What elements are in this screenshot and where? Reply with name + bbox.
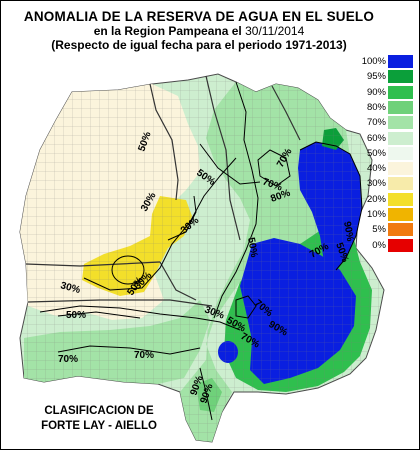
legend-swatch	[388, 116, 413, 130]
legend-label: 40%	[366, 163, 386, 175]
credit-line-1: CLASIFICACION DE	[44, 405, 154, 417]
legend-label: 30%	[366, 178, 386, 190]
legend-swatch	[388, 192, 413, 206]
subtitle-prefix: en la Region Pampeana el	[93, 24, 242, 38]
legend-swatch	[388, 70, 413, 84]
legend-swatch	[388, 208, 413, 221]
legend-swatch	[388, 238, 413, 252]
legend-label: 0%	[372, 239, 386, 251]
contour-label: 70%	[134, 350, 154, 361]
legend-swatch	[388, 223, 413, 237]
legend-label: 50%	[366, 147, 386, 159]
legend-swatch	[388, 85, 413, 99]
map-subtitle: en la Region Pampeana el 30/11/2014	[0, 24, 398, 38]
legend-label: 10%	[366, 209, 386, 220]
contour-label: 70%	[58, 354, 78, 365]
map-date: 30/11/2014	[245, 24, 305, 38]
contour-lines	[39, 81, 363, 421]
contour-label: 50%	[245, 237, 259, 259]
legend-label: 5%	[372, 224, 386, 236]
legend-label: 100%	[361, 56, 386, 67]
map-title: ANOMALIA DE LA RESERVA DE AGUA EN EL SUE…	[23, 9, 375, 24]
legend-swatch	[388, 131, 413, 145]
legend-label: 70%	[366, 117, 386, 129]
contour-label: 90%	[341, 221, 355, 243]
legend-label: 80%	[366, 101, 386, 113]
credit-line-2: FORTE LAY - AIELLO	[41, 420, 157, 432]
legend-label: 95%	[366, 71, 386, 83]
legend-swatch	[388, 162, 413, 176]
map-reference-period: (Respecto de igual fecha para el periodo…	[51, 38, 347, 52]
contour-label: 30%	[59, 280, 81, 296]
legend-swatch	[388, 100, 413, 114]
legend-swatch	[388, 146, 413, 160]
province-borders	[25, 75, 301, 307]
classification-credit: CLASIFICACION DE FORTE LAY - AIELLO	[28, 404, 170, 434]
contour-label: 50%	[66, 310, 86, 321]
legend-swatch	[388, 177, 413, 191]
legend-label: 20%	[366, 193, 386, 205]
legend-swatch	[388, 55, 413, 68]
department-boundaries	[20, 74, 384, 442]
legend-label: 60%	[366, 132, 386, 144]
legend-label: 90%	[366, 86, 386, 98]
